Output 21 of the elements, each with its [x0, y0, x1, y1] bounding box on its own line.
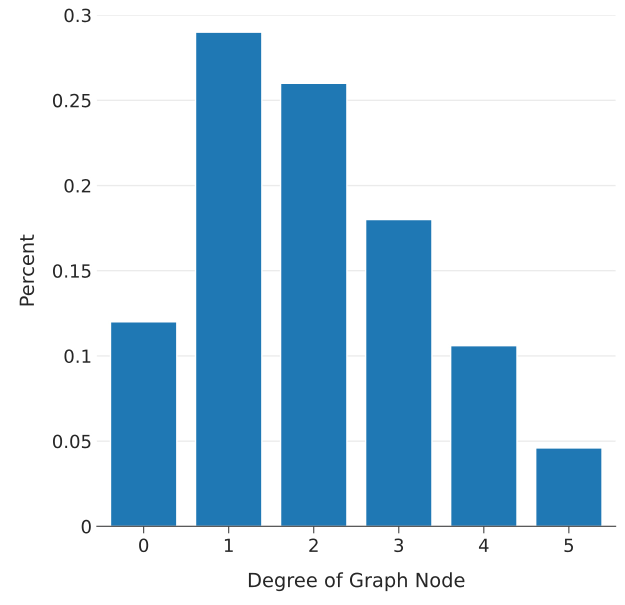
y-tick-label: 0.05 [53, 434, 90, 448]
y-axis-title: Percent [20, 234, 34, 306]
bar [450, 345, 518, 526]
y-tick-label: 0.25 [53, 94, 90, 108]
x-tick-label: 4 [478, 538, 489, 552]
y-tick-label: 0.3 [64, 8, 91, 22]
y-tick-label: 0.2 [64, 178, 90, 193]
y-tick-label: 0 [82, 520, 91, 534]
bar [364, 218, 433, 526]
bar [110, 321, 178, 526]
x-tick-label: 1 [224, 538, 233, 552]
y-tick-label: 0.15 [53, 264, 90, 278]
bar [194, 31, 263, 526]
x-tick-label: 0 [139, 538, 148, 552]
bar [534, 447, 603, 526]
x-tick-label: 3 [394, 538, 404, 552]
x-axis-title: Degree of Graph Node [248, 572, 464, 592]
x-tick-label: 5 [564, 538, 574, 552]
y-tick-label: 0.1 [64, 349, 90, 364]
bar [280, 82, 348, 526]
x-tick-label: 2 [309, 538, 318, 552]
